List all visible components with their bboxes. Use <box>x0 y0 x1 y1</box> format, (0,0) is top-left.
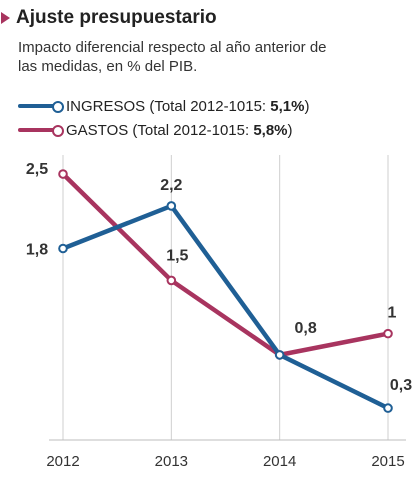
x-tick-label-2013: 2013 <box>155 453 188 470</box>
data-point-ingresos-2013 <box>166 201 177 211</box>
x-tick-label-2015: 2015 <box>371 453 404 470</box>
legend-swatch-gastos-icon <box>18 123 64 137</box>
legend-label-ingresos: INGRESOS (Total 2012-1015: <box>66 97 271 115</box>
data-point-gastos-2015 <box>383 328 393 339</box>
chart-title: Ajuste presupuestario <box>0 4 217 32</box>
legend-label-gastos: GASTOS (Total 2012-1015: <box>66 121 254 139</box>
series-line-gastos <box>60 171 391 358</box>
data-label-gastos-2013: 1,5 <box>166 247 188 264</box>
data-label-ingresos-2013: 2,2 <box>160 177 182 194</box>
legend-value-ingresos: 5,1% <box>270 97 305 115</box>
series-line-ingresos <box>60 203 391 411</box>
data-label-ingresos-2014: 0,8 <box>295 320 317 337</box>
legend: INGRESOS (Total 2012-1015: 5,1%) GASTOS … <box>18 94 309 142</box>
chart-subtitle: Impacto diferencial respecto al año ante… <box>18 39 327 75</box>
x-tick-label-2014: 2014 <box>263 453 296 470</box>
data-point-gastos-2013 <box>166 275 177 286</box>
data-point-ingresos-2014 <box>274 350 285 360</box>
x-tick-label-2012: 2012 <box>46 453 79 470</box>
title-text: Ajuste presupuestario <box>16 7 217 28</box>
data-label-gastos-2012: 2,5 <box>26 161 48 178</box>
legend-item-ingresos: INGRESOS (Total 2012-1015: 5,1%) <box>18 94 309 118</box>
legend-swatch-ingresos-icon <box>18 99 64 113</box>
legend-item-gastos: GASTOS (Total 2012-1015: 5,8%) <box>18 118 309 142</box>
data-point-ingresos-2015 <box>383 403 393 413</box>
data-label-ingresos-2015: 0,3 <box>390 377 412 394</box>
data-point-ingresos-2012 <box>58 243 68 254</box>
data-point-gastos-2012 <box>58 169 68 179</box>
legend-value-gastos: 5,8% <box>253 121 288 139</box>
data-label-ingresos-2012: 1,8 <box>26 242 48 259</box>
data-label-gastos-2015: 1 <box>388 305 397 322</box>
title-marker-icon <box>1 12 10 24</box>
